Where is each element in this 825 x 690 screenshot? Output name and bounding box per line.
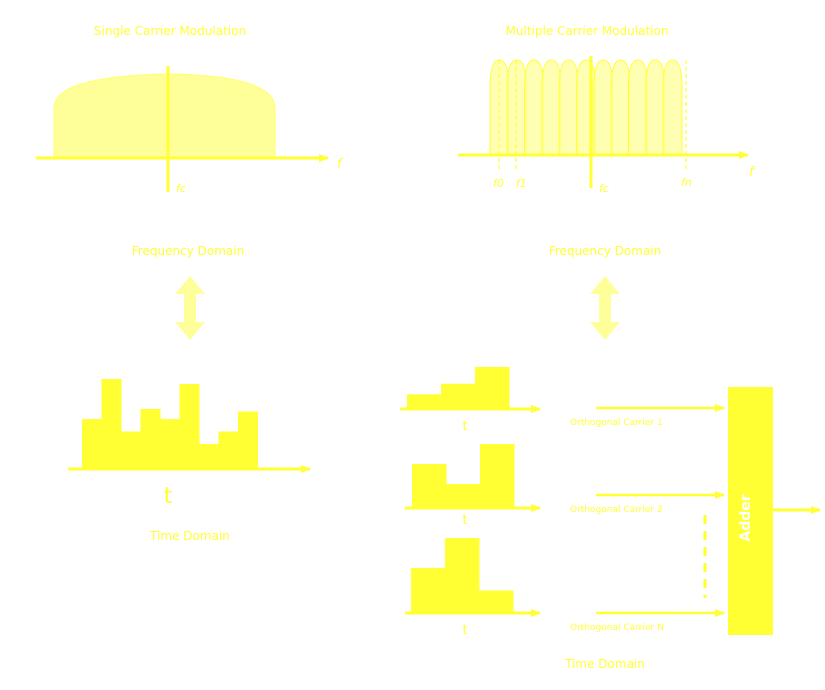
carrier-2-label: Orthogonal Carrier 2	[570, 505, 663, 515]
channel-2-time-label: t	[462, 513, 467, 528]
subcarrier-lobe-9	[627, 59, 648, 155]
time-bar-5	[160, 419, 180, 469]
carrier-1-label: Orthogonal Carrier 1	[570, 418, 663, 428]
multi-carrier-channels: t Orthogonal Carrier 1 t Orthogonal Carrier…	[400, 367, 725, 638]
channel-3-step-3	[479, 590, 514, 613]
time-bar-6	[179, 384, 200, 469]
multi-carrier-spectrum: Multiple Carrier Modulation f0 f1 fc fn …	[458, 24, 756, 195]
subcarrier-lobe-11	[662, 59, 683, 155]
time-bar-3	[121, 431, 141, 469]
fn-label: fn	[681, 176, 692, 189]
single-carrier-time-label: t	[164, 484, 173, 509]
subcarrier-lobe-8	[610, 59, 631, 155]
channel-3-time-label: t	[462, 623, 467, 638]
subcarrier-lobe-4	[541, 59, 562, 155]
channel-1-step-1	[407, 394, 442, 409]
adder-label: Adder	[738, 494, 754, 541]
time-bar-2	[101, 379, 122, 469]
single-carrier-time-bars	[82, 379, 258, 469]
subcarrier-lobe-7	[593, 59, 614, 155]
time-bar-7	[199, 444, 219, 469]
channel-1-step-3	[475, 367, 510, 409]
subcarrier-lobe-10	[645, 59, 666, 155]
single-carrier-spectrum: Single Carrier Modulation f fc	[36, 24, 344, 195]
single-carrier-axis-label: f	[337, 157, 344, 172]
subcarrier-lobe-6	[576, 59, 596, 155]
channel-3-step-2	[445, 538, 480, 613]
multi-carrier-domain-arrow	[590, 276, 620, 340]
multi-carrier-time-domain-label: Time Domain	[564, 657, 645, 671]
multi-carrier-frequency-domain-label: Frequency Domain	[549, 244, 661, 258]
time-bar-9	[238, 411, 258, 469]
single-carrier-domain-arrow	[175, 276, 205, 340]
channel-1-time-label: t	[462, 419, 467, 434]
adder-box	[728, 387, 773, 635]
f0-label: f0	[493, 177, 504, 190]
subcarrier-lobe-3	[524, 59, 545, 155]
channel-2-step-3	[480, 444, 515, 508]
single-carrier-title: Single Carrier Modulation	[94, 24, 246, 38]
channel-1: t Orthogonal Carrier 1	[400, 367, 725, 434]
channel-3: t Orthogonal Carrier N	[405, 538, 725, 638]
subcarrier-lobe-2	[506, 59, 527, 155]
carrier-3-label: Orthogonal Carrier N	[570, 623, 664, 633]
single-carrier-time-domain-label: Time Domain	[149, 529, 230, 543]
f1-label: f1	[516, 177, 527, 190]
channel-1-step-2	[441, 383, 476, 409]
single-carrier-spectrum-shape	[53, 73, 276, 159]
channel-2-step-2	[446, 484, 481, 508]
adder-block: Adder	[728, 387, 821, 635]
time-bar-8	[218, 431, 239, 469]
time-bar-1	[82, 419, 102, 469]
multi-carrier-title: Multiple Carrier Modulation	[506, 24, 669, 38]
single-carrier-frequency-domain-label: Frequency Domain	[132, 244, 244, 258]
subcarrier-lobes	[489, 59, 683, 155]
channel-2-step-1	[412, 464, 447, 508]
subcarrier-lobe-5	[558, 59, 579, 155]
multi-carrier-axis-label: f	[749, 165, 756, 180]
fc-label: fc	[599, 182, 609, 195]
single-carrier-fc-label: fc	[176, 182, 186, 195]
time-bar-4	[140, 409, 161, 469]
channel-2: t Orthogonal Carrier 2	[405, 444, 725, 528]
channel-3-step-1	[411, 568, 446, 613]
